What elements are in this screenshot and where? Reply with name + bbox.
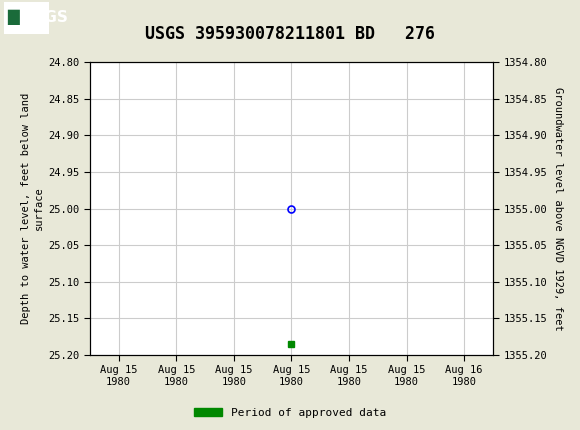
Bar [5, 3, 48, 33]
Text: █: █ [8, 9, 19, 25]
Text: USGS 395930078211801 BD   276: USGS 395930078211801 BD 276 [145, 25, 435, 43]
Legend: Period of approved data: Period of approved data [190, 403, 390, 422]
Y-axis label: Depth to water level, feet below land
surface: Depth to water level, feet below land su… [21, 93, 44, 324]
Text: USGS: USGS [22, 10, 69, 25]
Y-axis label: Groundwater level above NGVD 1929, feet: Groundwater level above NGVD 1929, feet [553, 87, 563, 330]
